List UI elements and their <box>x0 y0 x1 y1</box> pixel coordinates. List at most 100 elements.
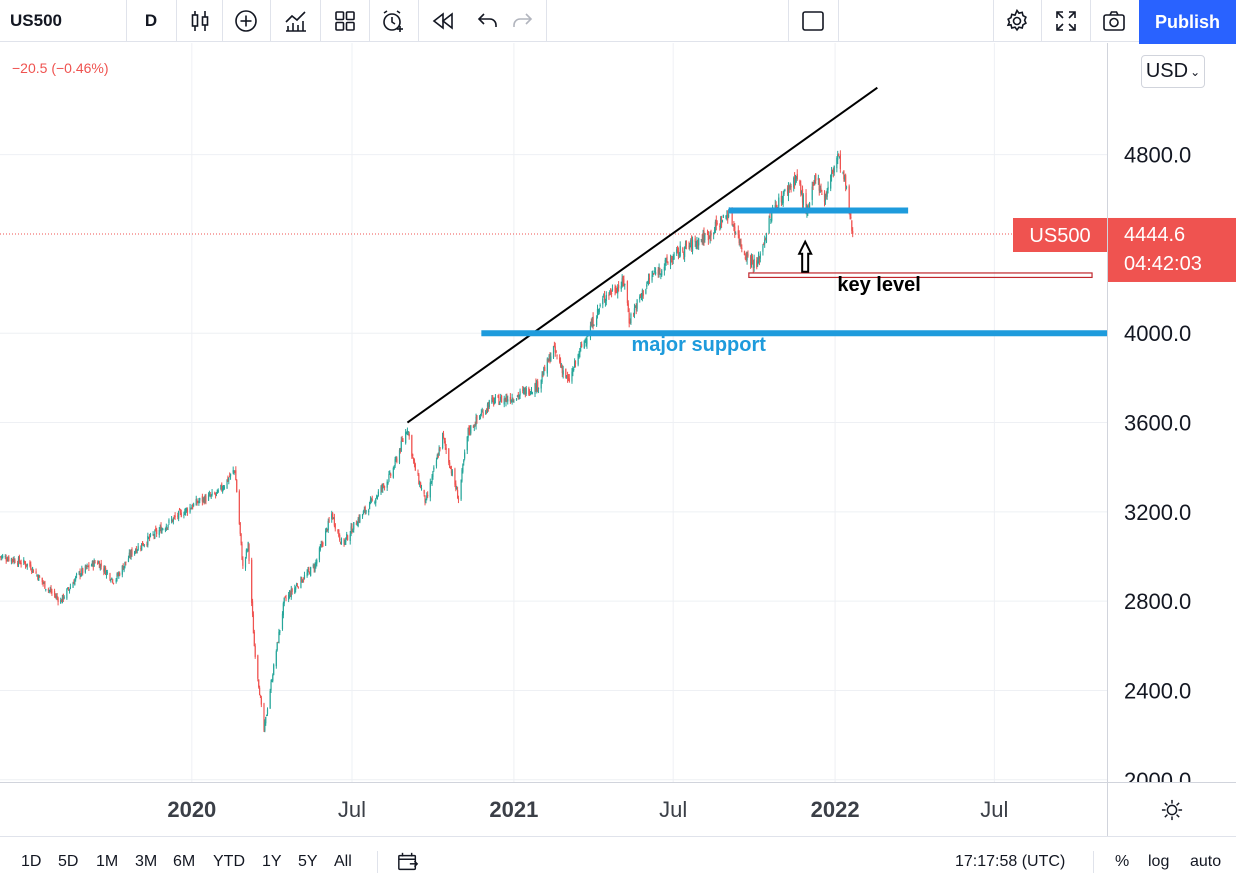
drawings-layer[interactable] <box>406 86 1107 424</box>
candle-body <box>763 244 765 246</box>
candle-body <box>252 614 255 634</box>
utc-clock[interactable]: 17:17:58 (UTC) <box>955 853 1066 870</box>
candle-body <box>789 186 791 188</box>
candle-body <box>214 494 217 496</box>
candle-body <box>850 217 852 219</box>
candle-body <box>105 570 108 576</box>
chart-grid <box>0 43 1107 782</box>
last-price-value: 4444.6 <box>1124 224 1185 246</box>
candle-body <box>337 530 339 532</box>
candle-body <box>143 544 145 546</box>
candle-body <box>825 193 827 196</box>
candle-body <box>112 579 114 583</box>
candle-body <box>629 322 631 324</box>
scale-settings[interactable] <box>1107 782 1236 836</box>
candle-body <box>658 267 660 274</box>
candle-body <box>528 388 530 395</box>
candle-body <box>178 511 180 519</box>
date-range-icon[interactable] <box>397 837 419 886</box>
settings-icon[interactable] <box>1003 0 1031 42</box>
candle-body <box>129 553 131 557</box>
time-tick-label: Jul <box>338 797 366 822</box>
range-5y-button[interactable]: 5Y <box>298 853 318 870</box>
percent-toggle[interactable]: % <box>1115 853 1130 870</box>
candle-body <box>49 589 51 591</box>
candle-body <box>220 485 222 490</box>
fullscreen-box-icon[interactable] <box>799 0 827 42</box>
candle-body <box>596 308 599 316</box>
candle-body <box>522 389 525 391</box>
camera-icon[interactable] <box>1100 0 1128 42</box>
candle-body <box>56 596 58 598</box>
alert-icon[interactable] <box>379 0 407 42</box>
candle-body <box>400 440 402 452</box>
range-1y-button[interactable]: 1Y <box>262 853 282 870</box>
candle-body <box>302 581 304 583</box>
candles-icon[interactable] <box>186 0 214 42</box>
auto-toggle[interactable]: auto <box>1190 853 1222 870</box>
toolbar-divider <box>320 0 321 42</box>
settings-icon[interactable] <box>1161 799 1183 821</box>
candle-body <box>375 498 377 503</box>
candle-body <box>332 517 335 519</box>
candle-body <box>282 603 284 616</box>
range-1m-button[interactable]: 1M <box>96 853 119 870</box>
candle-body <box>433 467 435 470</box>
candle-body <box>845 186 848 188</box>
candle-body <box>499 401 501 406</box>
candle-body <box>464 452 466 459</box>
price-tag: 4444.6 04:42:03 <box>1108 217 1236 282</box>
fullscreen-icon[interactable] <box>1052 0 1080 42</box>
candle-body <box>586 338 588 345</box>
candle-body <box>310 567 312 576</box>
candle-body <box>85 565 87 569</box>
candle-body <box>568 378 570 382</box>
chart-pane[interactable]: key level major support <box>0 43 1107 782</box>
candle-body <box>394 458 396 466</box>
candle-body <box>276 642 278 651</box>
replay-icon[interactable] <box>429 0 457 42</box>
range-3m-button[interactable]: 3M <box>135 853 158 870</box>
candle-body <box>203 498 205 504</box>
candle-body <box>418 475 420 485</box>
candle-body <box>478 416 481 419</box>
log-toggle[interactable]: log <box>1148 853 1170 870</box>
symbol-search-button[interactable]: US500 <box>10 11 62 30</box>
indicators-icon[interactable] <box>282 0 310 42</box>
publish-button[interactable]: Publish <box>1139 0 1236 44</box>
candle-body <box>6 560 8 562</box>
currency-select[interactable]: USD ⌄ <box>1141 55 1205 88</box>
interval-button[interactable]: D <box>144 11 158 30</box>
candle-body <box>45 588 47 590</box>
candle-body <box>92 561 94 568</box>
candle-body <box>769 216 771 218</box>
price-scale[interactable]: 4800.0 4000.0 3600.0 3200.0 2800.0 2400.0 2000… <box>1107 43 1236 793</box>
candle-body <box>374 501 376 503</box>
candle-body <box>752 261 754 269</box>
candle-body <box>523 389 526 393</box>
range-all-button[interactable]: All <box>334 853 352 870</box>
candle-body <box>322 542 324 545</box>
add-indicator-icon[interactable] <box>232 0 260 42</box>
range-6m-button[interactable]: 6M <box>173 853 196 870</box>
time-scale[interactable]: 2020 Jul 2021 Jul 2022 Jul <box>0 782 1107 836</box>
candle-body <box>186 509 189 513</box>
candle-body <box>682 247 684 252</box>
candle-body <box>820 188 822 192</box>
range-ytd-button[interactable]: YTD <box>213 853 245 870</box>
candle-body <box>535 382 537 391</box>
candle-body <box>7 558 9 561</box>
candle-body <box>242 559 244 566</box>
candle-body <box>852 230 854 234</box>
range-5d-button[interactable]: 5D <box>58 853 79 870</box>
candle-body <box>648 278 651 280</box>
range-1d-button[interactable]: 1D <box>21 853 42 870</box>
candle-body <box>137 546 139 551</box>
time-tick-label: Jul <box>980 797 1008 822</box>
price-chart[interactable]: key level major support <box>0 43 1107 782</box>
redo-icon[interactable] <box>508 0 536 42</box>
layout-icon[interactable] <box>331 0 359 42</box>
undo-icon[interactable] <box>474 0 502 42</box>
toolbar-divider <box>126 0 127 42</box>
candle-body <box>677 250 680 257</box>
